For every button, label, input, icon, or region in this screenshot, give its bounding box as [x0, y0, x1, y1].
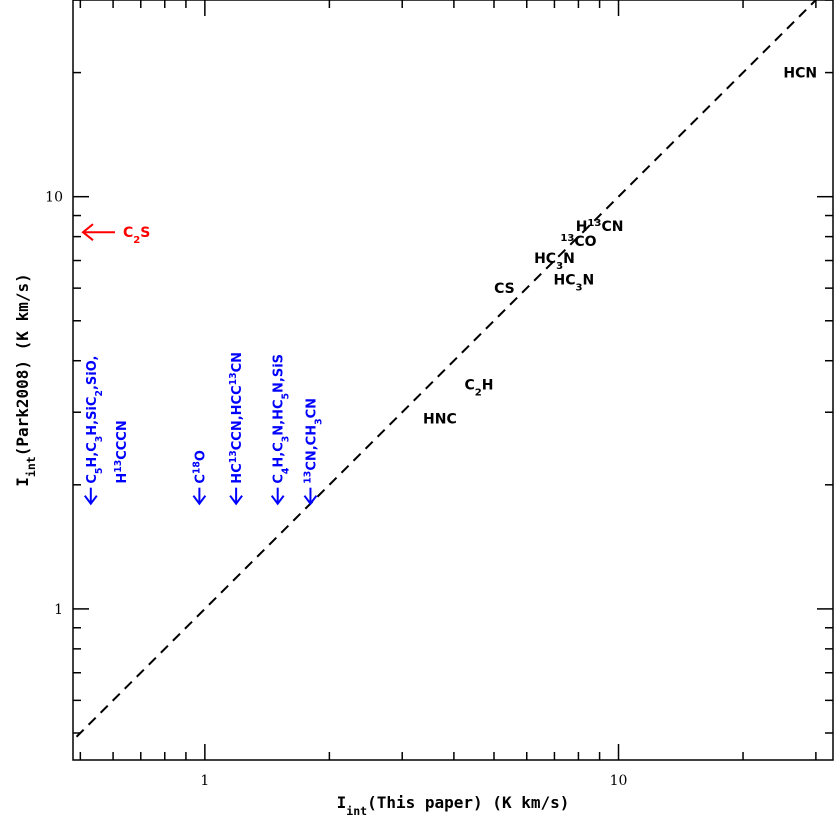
upper-limit-marker: 13CN,CH3CN	[302, 398, 324, 506]
reference-line-y-equals-x	[75, 0, 817, 738]
upper-limit-markers: C5H,C3H,SiC2,SiO, H13CCCN C18O HC13CCN,HCC1…	[84, 352, 324, 506]
detection-point-label: HC3N	[554, 272, 595, 293]
axis-ticks	[73, 0, 833, 760]
upper-limit-marker: C4H,C3N,HC5N,SiS	[270, 354, 292, 506]
upper-limit-marker: HC13CCN,HCC13CN	[228, 352, 246, 506]
x-axis-title: Iint(This paper) (K km/s)	[337, 793, 570, 818]
detection-point-label: 13CO	[560, 233, 596, 251]
upper-limit-species-label: C5H,C3H,SiC2,SiO,	[85, 356, 105, 484]
y-tick-label: 1	[54, 602, 63, 618]
upper-limit-species-label: HC13CCN,HCC13CN	[228, 352, 246, 484]
x-tick-label: 1	[200, 773, 209, 789]
x-tick-label: 10	[610, 773, 628, 789]
left-limit-marker: C2S	[81, 223, 150, 246]
detection-point-label: C2H	[465, 378, 494, 399]
left-arrowhead	[81, 223, 94, 241]
tick-labels: 1 10 1 10	[45, 190, 627, 789]
detection-point-label: HCN	[783, 66, 817, 82]
plot-frame	[72, 0, 834, 761]
upper-limit-species-label: H13CCCN	[112, 420, 130, 483]
upper-limit-species-label: C4H,C3N,HC5N,SiS	[272, 354, 292, 484]
detection-point-label: H13CN	[576, 217, 624, 235]
detection-point-label: HC3N	[534, 251, 575, 272]
left-limit-markers: C2S	[81, 223, 150, 246]
detection-point-label: CS	[494, 281, 515, 297]
upper-limit-species-label: C18O	[191, 450, 209, 484]
upper-limit-species-label: 13CN,CH3CN	[302, 398, 324, 484]
detection-point-label: HNC	[423, 411, 457, 427]
upper-limit-marker: C18O	[191, 450, 209, 506]
y-axis-title: Iint(Park2008) (K km/s)	[13, 273, 38, 486]
upper-limit-marker: C5H,C3H,SiC2,SiO, H13CCCN	[84, 356, 130, 506]
y-tick-label: 10	[45, 190, 63, 206]
left-limit-species-label: C2S	[123, 225, 150, 246]
